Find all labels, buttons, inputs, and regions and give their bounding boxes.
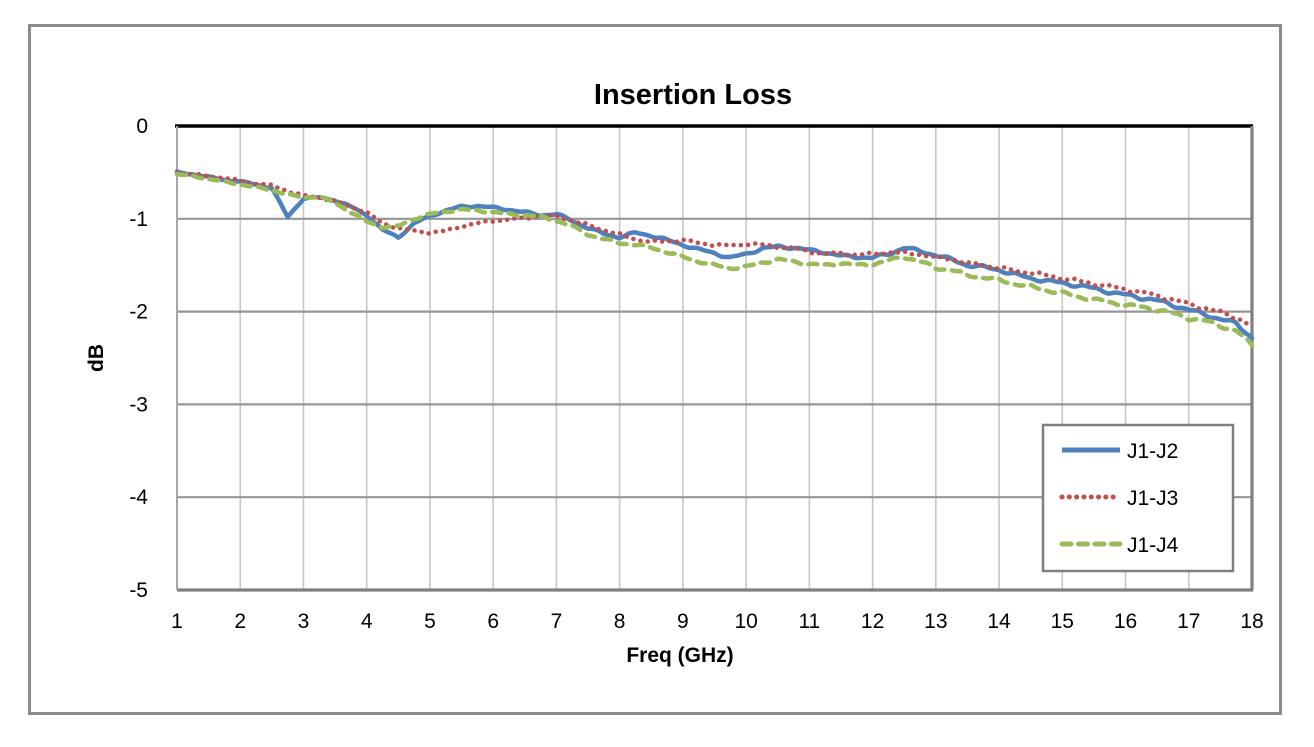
x-tick-label: 16 — [1114, 610, 1137, 633]
legend-item: J1-J4 — [1059, 534, 1179, 557]
chart-title: Insertion Loss — [594, 79, 792, 111]
y-tick-label: -3 — [129, 393, 148, 416]
legend-label: J1-J2 — [1127, 440, 1178, 463]
x-tick-label: 1 — [171, 610, 183, 633]
x-tick-label: 8 — [614, 610, 626, 633]
x-tick-label: 7 — [551, 610, 563, 633]
x-tick-label: 5 — [424, 610, 436, 633]
x-tick-label: 13 — [924, 610, 947, 633]
x-tick-label: 14 — [987, 610, 1011, 633]
x-tick-label: 3 — [298, 610, 310, 633]
x-tick-label: 6 — [487, 610, 499, 633]
series-lines — [174, 169, 1255, 348]
legend-label: J1-J3 — [1127, 487, 1178, 510]
y-tick-label: 0 — [136, 115, 148, 138]
x-tick-label: 11 — [798, 610, 820, 633]
series-line-j1-j3 — [174, 170, 1255, 328]
y-axis-tick-labels: 0 -1 -2 -3 -4 -5 — [129, 115, 148, 602]
y-tick-label: -2 — [129, 301, 148, 324]
axis-frame — [175, 124, 1254, 592]
x-tick-label: 12 — [861, 610, 884, 633]
legend-label: J1-J4 — [1127, 534, 1179, 557]
series-line-j1-j2 — [174, 169, 1255, 341]
y-tick-label: -5 — [129, 579, 148, 602]
y-tick-label: -4 — [129, 486, 148, 509]
legend-item: J1-J3 — [1059, 487, 1178, 510]
x-tick-label: 17 — [1177, 610, 1200, 633]
x-tick-label: 18 — [1240, 610, 1263, 633]
x-axis-tick-labels: 1 2 3 4 5 6 7 8 9 10 11 12 13 14 15 16 17 18 — [171, 610, 1264, 633]
series-line-j1-j4 — [174, 171, 1255, 348]
x-tick-label: 2 — [234, 610, 246, 633]
x-tick-label: 10 — [734, 610, 757, 633]
x-axis-title: Freq (GHz) — [626, 644, 733, 667]
x-tick-label: 9 — [677, 610, 689, 633]
y-tick-label: -1 — [129, 208, 148, 231]
legend: J1-J2 J1-J3 J1-J4 — [1041, 423, 1235, 573]
chart-frame — [28, 24, 1282, 715]
x-tick-label: 15 — [1051, 610, 1074, 633]
legend-item: J1-J2 — [1062, 440, 1178, 463]
y-axis-title: dB — [85, 344, 108, 372]
x-tick-label: 4 — [361, 610, 373, 633]
